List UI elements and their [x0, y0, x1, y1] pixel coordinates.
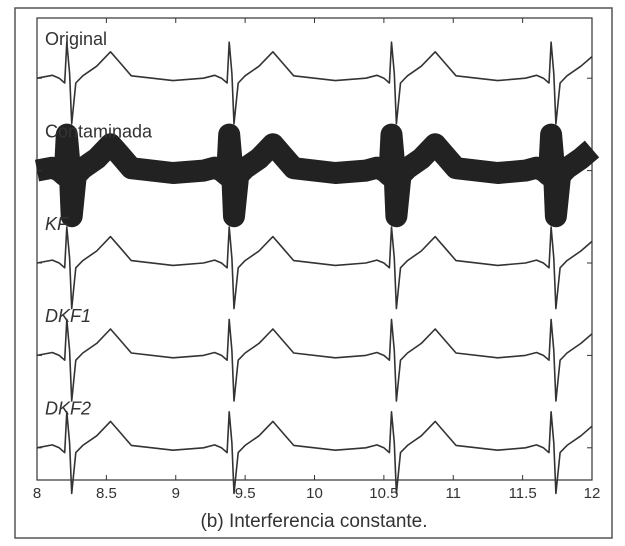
trace-label: KF	[45, 214, 69, 234]
trace	[34, 123, 600, 228]
x-tick-label: 10.5	[369, 485, 398, 502]
caption: (b) Interferencia constante.	[200, 511, 427, 532]
x-tick-label: 8.5	[96, 485, 117, 502]
trace-label: DKF1	[45, 306, 91, 326]
trace	[36, 411, 593, 495]
x-tick-label: 9	[172, 485, 180, 502]
trace-label: DKF2	[45, 399, 91, 419]
x-tick-label: 11.5	[509, 485, 537, 502]
x-tick-label: 11	[445, 485, 461, 502]
plot-area	[36, 17, 593, 481]
x-tick-label: 12	[584, 485, 601, 502]
trace-label: Original	[45, 29, 107, 49]
trace-label: Contaminada	[45, 121, 153, 141]
trace	[36, 41, 593, 125]
trace	[36, 226, 593, 310]
x-tick-label: 9.5	[235, 485, 256, 502]
x-tick-label: 8	[33, 485, 41, 502]
trace	[36, 318, 593, 402]
frame	[14, 7, 613, 539]
x-tick-label: 10	[306, 485, 323, 502]
trace-core	[36, 134, 593, 217]
